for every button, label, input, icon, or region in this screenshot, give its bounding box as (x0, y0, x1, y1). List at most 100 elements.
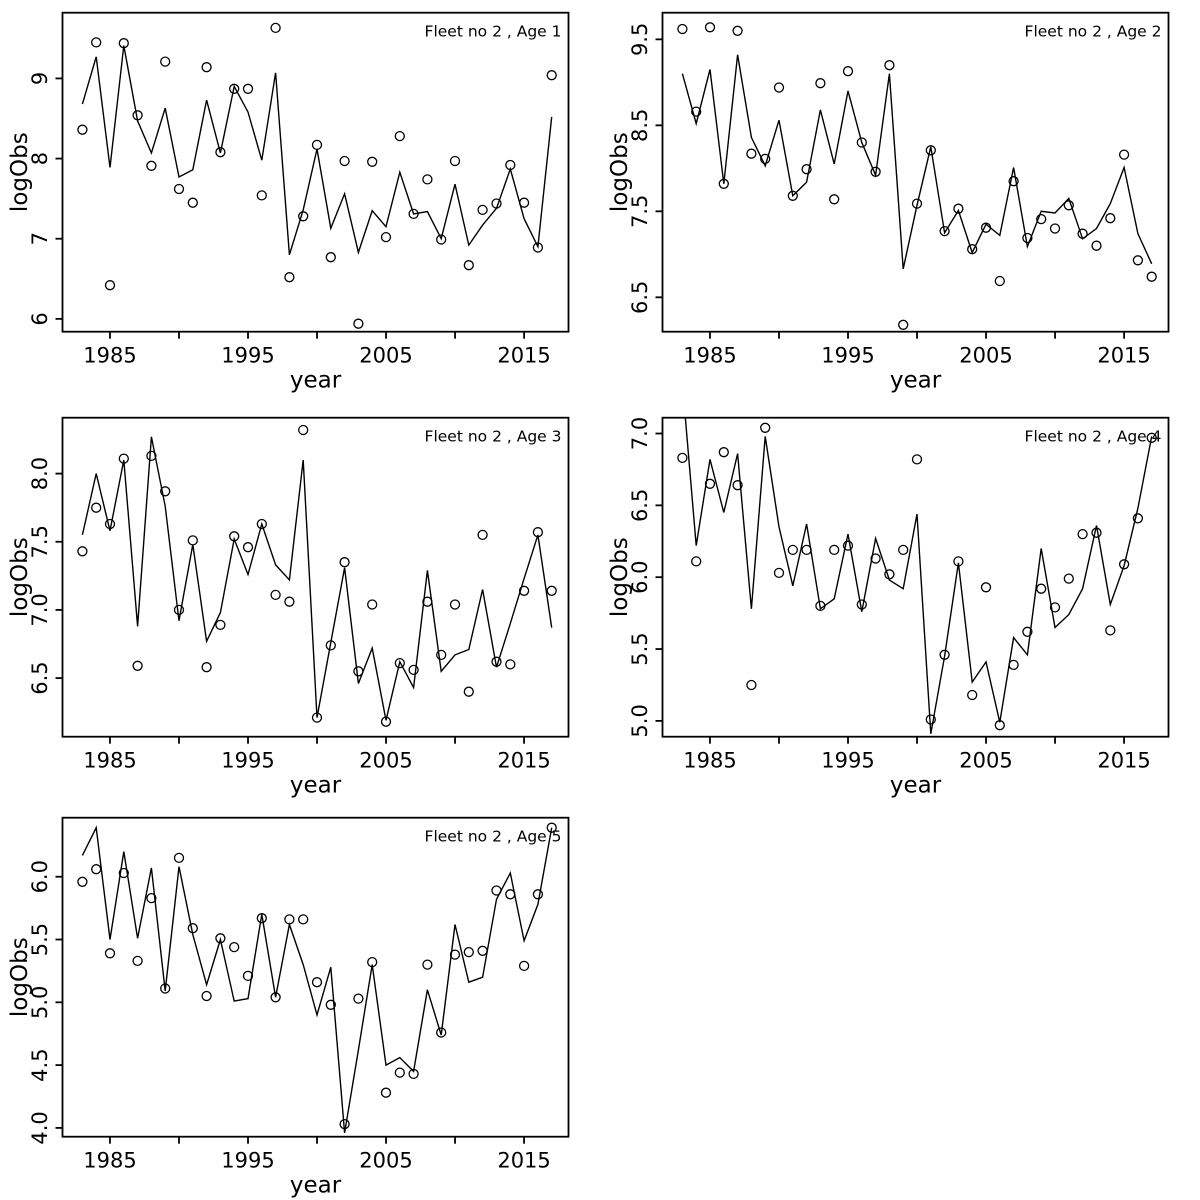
observation-point (546, 585, 557, 596)
y-tick-label: 8 (28, 152, 52, 165)
observation-point (1091, 240, 1102, 251)
observation-point (104, 280, 116, 291)
observation-point (118, 38, 129, 49)
observation-point (884, 60, 895, 71)
y-tick-label: 6.0 (28, 860, 52, 893)
observation-point (677, 23, 688, 35)
observation-point (173, 183, 185, 195)
observation-point (436, 1027, 447, 1038)
x-tick-label: 2015 (1097, 344, 1150, 368)
observation-point (353, 993, 364, 1004)
observation-point (146, 892, 157, 904)
observation-point (187, 197, 198, 208)
observation-point (463, 686, 474, 697)
observation-point (449, 599, 461, 610)
observation-point (104, 518, 116, 530)
observation-point (229, 531, 240, 542)
panel-title: Fleet no 2 , Age 4 (1025, 428, 1162, 446)
observation-point (242, 970, 254, 982)
observation-point (856, 599, 867, 610)
observation-point (256, 913, 267, 924)
observation-point (691, 106, 702, 117)
observation-point (1146, 432, 1157, 443)
panel-title: Fleet no 2 , Age 1 (425, 23, 562, 41)
observation-point (1063, 200, 1074, 211)
observation-point (298, 211, 309, 222)
observation-point (1105, 625, 1116, 636)
observation-point (546, 70, 557, 81)
observation-point (801, 544, 812, 556)
observation-point (518, 585, 530, 596)
x-tick-label: 2015 (497, 1149, 550, 1173)
observation-point (408, 1068, 419, 1080)
line-chart-age-5: 1985 1995 2005 2015 4.0 4.5 5.0 5.5 6.0 Fleet no … (7, 816, 570, 1199)
observation-point (732, 480, 743, 491)
y-tick-label: 7 (28, 232, 52, 245)
observation-point (911, 198, 923, 209)
observation-point (1049, 602, 1061, 613)
observation-point (77, 876, 88, 887)
observation-point (1036, 583, 1047, 594)
observation-point (463, 260, 474, 271)
plot-border (61, 816, 570, 1138)
y-tick-label: 6.5 (628, 489, 652, 522)
x-tick-label: 2005 (359, 344, 412, 368)
observation-point (311, 977, 323, 988)
observation-point (773, 82, 785, 93)
panel-title: Fleet no 2 , Age 5 (425, 828, 562, 846)
y-tick-label: 7.0 (28, 593, 52, 626)
y-axis-label: logObs (7, 132, 33, 212)
observation-point (477, 204, 488, 216)
y-tick-label: 8.5 (628, 109, 652, 142)
observation-point (367, 156, 378, 167)
observation-point (1132, 255, 1144, 266)
observation-point (884, 569, 895, 580)
line-chart-age-3: 1985 1995 2005 2015 6.5 7.0 7.5 8.0 Fleet no 2 ,… (7, 416, 570, 799)
observation-point (187, 923, 198, 934)
observation-point (353, 666, 364, 677)
observation-point (953, 556, 964, 567)
observation-point (532, 242, 544, 253)
observation-point (104, 948, 116, 959)
y-tick-label: 4.0 (28, 1111, 52, 1144)
observation-point (829, 544, 840, 556)
observation-point (939, 649, 950, 660)
observation-point (325, 999, 336, 1010)
x-tick-label: 1985 (83, 749, 136, 773)
observation-point (1008, 659, 1019, 671)
y-tick-label: 6.5 (628, 281, 652, 314)
x-axis-label: year (290, 368, 342, 394)
observation-point (394, 130, 405, 142)
observation-point (704, 22, 716, 33)
observation-point (746, 148, 757, 159)
x-tick-label: 1995 (221, 1149, 274, 1173)
observation-point (311, 712, 323, 723)
observation-point (339, 557, 350, 568)
x-tick-label: 1985 (83, 344, 136, 368)
y-tick-label: 6.5 (28, 661, 52, 694)
y-tick-label: 5.0 (628, 704, 652, 737)
y-tick-label: 9 (28, 72, 52, 85)
y-axis-label: logObs (7, 937, 33, 1017)
observation-point (449, 155, 461, 167)
x-tick-label: 2005 (959, 344, 1012, 368)
observation-point (449, 949, 461, 960)
observation-point (380, 231, 392, 243)
chart-panel-age-5: 1985 1995 2005 2015 4.0 4.5 5.0 5.5 6.0 Fleet no … (0, 805, 600, 1200)
observation-point (691, 556, 702, 567)
y-tick-label: 5.5 (28, 923, 52, 956)
observation-point (160, 56, 171, 67)
observation-point (477, 529, 488, 541)
observation-point (1022, 232, 1033, 244)
observation-point (118, 867, 129, 879)
observation-point (173, 852, 185, 864)
observation-point (284, 272, 295, 283)
observation-point (91, 37, 102, 48)
fit-line (81, 825, 553, 1134)
observation-point (994, 720, 1005, 731)
observation-point (980, 582, 992, 593)
observation-point (967, 244, 978, 255)
observation-point (201, 990, 212, 1002)
observation-point (677, 452, 688, 464)
observation-point (132, 660, 143, 671)
